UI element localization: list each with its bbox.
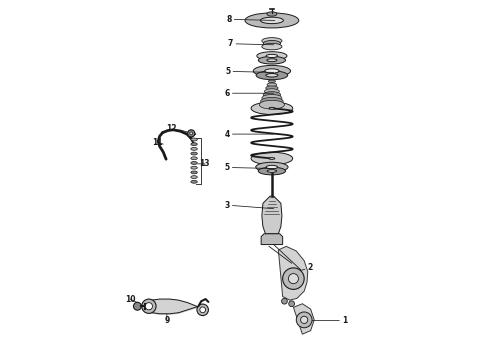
Ellipse shape xyxy=(257,52,287,60)
Ellipse shape xyxy=(191,162,197,165)
Ellipse shape xyxy=(256,71,288,80)
Ellipse shape xyxy=(265,69,279,73)
Ellipse shape xyxy=(188,130,195,137)
Ellipse shape xyxy=(251,152,293,165)
Ellipse shape xyxy=(142,299,156,314)
Ellipse shape xyxy=(266,73,278,77)
Text: 4: 4 xyxy=(224,130,274,139)
Ellipse shape xyxy=(146,303,152,310)
Ellipse shape xyxy=(266,54,278,58)
Ellipse shape xyxy=(282,298,287,304)
Ellipse shape xyxy=(267,170,276,172)
Text: 6: 6 xyxy=(224,89,274,98)
Ellipse shape xyxy=(191,176,197,179)
Ellipse shape xyxy=(263,41,280,46)
Ellipse shape xyxy=(269,80,275,83)
Ellipse shape xyxy=(262,43,282,50)
Ellipse shape xyxy=(197,304,208,316)
Ellipse shape xyxy=(261,98,283,105)
Text: 11: 11 xyxy=(152,138,163,147)
Ellipse shape xyxy=(259,100,285,109)
Ellipse shape xyxy=(267,83,277,86)
Ellipse shape xyxy=(283,268,304,289)
Ellipse shape xyxy=(190,132,193,135)
Ellipse shape xyxy=(133,302,141,310)
Text: 12: 12 xyxy=(166,123,191,133)
Ellipse shape xyxy=(191,148,197,150)
Ellipse shape xyxy=(267,59,277,62)
Text: 5: 5 xyxy=(224,163,274,172)
Polygon shape xyxy=(278,246,308,300)
Ellipse shape xyxy=(266,86,278,90)
Ellipse shape xyxy=(258,167,286,175)
Text: 1: 1 xyxy=(307,316,347,325)
Polygon shape xyxy=(262,196,282,234)
Ellipse shape xyxy=(262,38,282,44)
Ellipse shape xyxy=(260,17,283,24)
Text: 8: 8 xyxy=(226,15,275,24)
Ellipse shape xyxy=(191,180,197,183)
Ellipse shape xyxy=(191,152,197,155)
Ellipse shape xyxy=(263,92,281,98)
Ellipse shape xyxy=(269,107,275,109)
Ellipse shape xyxy=(253,66,291,77)
Ellipse shape xyxy=(251,102,293,114)
Text: 9: 9 xyxy=(164,315,170,325)
Ellipse shape xyxy=(267,12,277,16)
Ellipse shape xyxy=(289,274,298,284)
Polygon shape xyxy=(294,304,314,334)
Ellipse shape xyxy=(245,13,299,28)
Text: 7: 7 xyxy=(228,39,274,48)
Ellipse shape xyxy=(258,57,286,64)
Ellipse shape xyxy=(262,95,282,102)
Ellipse shape xyxy=(191,138,197,141)
Ellipse shape xyxy=(266,165,278,169)
Ellipse shape xyxy=(191,166,197,169)
Ellipse shape xyxy=(191,171,197,174)
Ellipse shape xyxy=(289,301,294,307)
Text: 5: 5 xyxy=(225,67,274,76)
Ellipse shape xyxy=(296,312,312,328)
Ellipse shape xyxy=(191,157,197,160)
Ellipse shape xyxy=(300,316,308,323)
Ellipse shape xyxy=(256,162,288,172)
Ellipse shape xyxy=(265,89,279,94)
Text: 2: 2 xyxy=(290,264,313,273)
Polygon shape xyxy=(261,234,283,244)
Text: 10: 10 xyxy=(125,294,137,303)
Text: 13: 13 xyxy=(197,159,210,168)
Text: 3: 3 xyxy=(224,201,274,210)
Ellipse shape xyxy=(200,307,205,313)
Ellipse shape xyxy=(269,158,275,159)
Ellipse shape xyxy=(191,143,197,145)
